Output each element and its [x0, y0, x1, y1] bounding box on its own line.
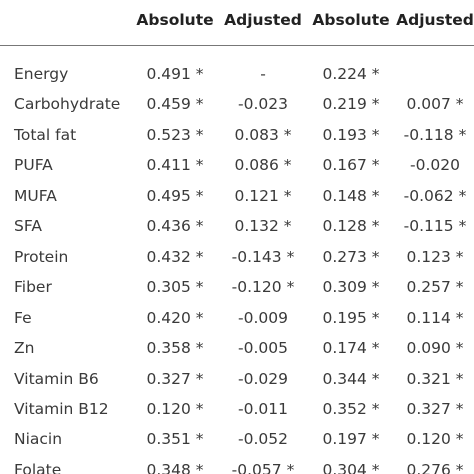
cell-value: 0.120 *: [406, 430, 464, 449]
cell-value: 0.420 *: [146, 308, 204, 327]
cell-value: 0.491 *: [146, 65, 204, 83]
row-label: Vitamin B6: [14, 369, 99, 388]
cell-value: 0.351 *: [146, 430, 204, 449]
cell-value: 0.411 *: [146, 156, 204, 175]
cell-value: 0.436 *: [146, 217, 204, 236]
cell-value: 0.432 *: [146, 247, 204, 266]
row-label: Fe: [14, 308, 32, 327]
cell-value: -0.057 *: [231, 460, 295, 474]
column-header: Adjusted: [224, 11, 302, 29]
cell-value: 0.309 *: [322, 278, 380, 297]
cell-value: 0.174 *: [322, 339, 380, 358]
cell-value: 0.148 *: [322, 186, 380, 205]
cell-value: 0.348 *: [146, 460, 204, 474]
row-label: Total fat: [14, 125, 77, 144]
cell-value: 0.197 *: [322, 430, 380, 449]
cell-value: -0.120 *: [231, 278, 295, 297]
cell-value: 0.344 *: [322, 369, 380, 388]
cell-value: -: [260, 65, 266, 83]
cell-value: -0.143 *: [231, 247, 295, 266]
row-label: Protein: [14, 247, 69, 266]
cell-value: 0.123 *: [406, 247, 464, 266]
row-label: PUFA: [14, 156, 53, 175]
cell-value: 0.086 *: [234, 156, 292, 175]
cell-value: 0.090 *: [406, 339, 464, 358]
cell-value: 0.358 *: [146, 339, 204, 358]
row-label: SFA: [14, 217, 42, 236]
cell-value: -0.052: [238, 430, 288, 449]
cell-value: 0.167 *: [322, 156, 380, 175]
cell-value: 0.352 *: [322, 399, 380, 418]
cell-value: -0.115 *: [403, 217, 467, 236]
cell-value: 0.121 *: [234, 186, 292, 205]
cell-value: 0.304 *: [322, 460, 380, 474]
cell-value: 0.083 *: [234, 125, 292, 144]
row-label: MUFA: [14, 186, 57, 205]
cell-value: 0.495 *: [146, 186, 204, 205]
cell-value: -0.020: [410, 156, 460, 175]
cell-value: -0.023: [238, 95, 288, 114]
cell-value: 0.327 *: [406, 399, 464, 418]
column-header: Absolute: [312, 11, 390, 29]
row-label: Energy: [14, 65, 69, 83]
cell-value: 0.327 *: [146, 369, 204, 388]
row-label: Niacin: [14, 430, 63, 449]
cell-value: 0.193 *: [322, 125, 380, 144]
cell-value: 0.305 *: [146, 278, 204, 297]
cell-value: 0.128 *: [322, 217, 380, 236]
cell-value: -0.011: [238, 399, 288, 418]
column-header: Absolute: [136, 11, 214, 29]
cell-value: 0.523 *: [146, 125, 204, 144]
row-label: Folate: [14, 460, 62, 474]
row-label: Carbohydrate: [14, 95, 121, 114]
cell-value: -0.005: [238, 339, 288, 358]
column-header: Adjusted: [396, 11, 474, 29]
cell-value: 0.120 *: [146, 399, 204, 418]
cell-value: 0.459 *: [146, 95, 204, 114]
row-label: Zn: [14, 339, 35, 358]
cell-value: 0.276 *: [406, 460, 464, 474]
row-label: Fiber: [14, 278, 52, 297]
cell-value: 0.007 *: [406, 95, 464, 114]
cell-value: 0.257 *: [406, 278, 464, 297]
cell-value: -0.009: [238, 308, 288, 327]
cell-value: 0.132 *: [234, 217, 292, 236]
cell-value: 0.273 *: [322, 247, 380, 266]
cell-value: 0.224 *: [322, 65, 380, 83]
cell-value: -0.029: [238, 369, 288, 388]
header-rule: [0, 45, 474, 46]
cell-value: -0.062 *: [403, 186, 467, 205]
cell-value: 0.321 *: [406, 369, 464, 388]
cell-value: 0.195 *: [322, 308, 380, 327]
row-label: Vitamin B12: [14, 399, 109, 418]
cell-value: -0.118 *: [403, 125, 467, 144]
cell-value: 0.114 *: [406, 308, 464, 327]
cell-value: 0.219 *: [322, 95, 380, 114]
